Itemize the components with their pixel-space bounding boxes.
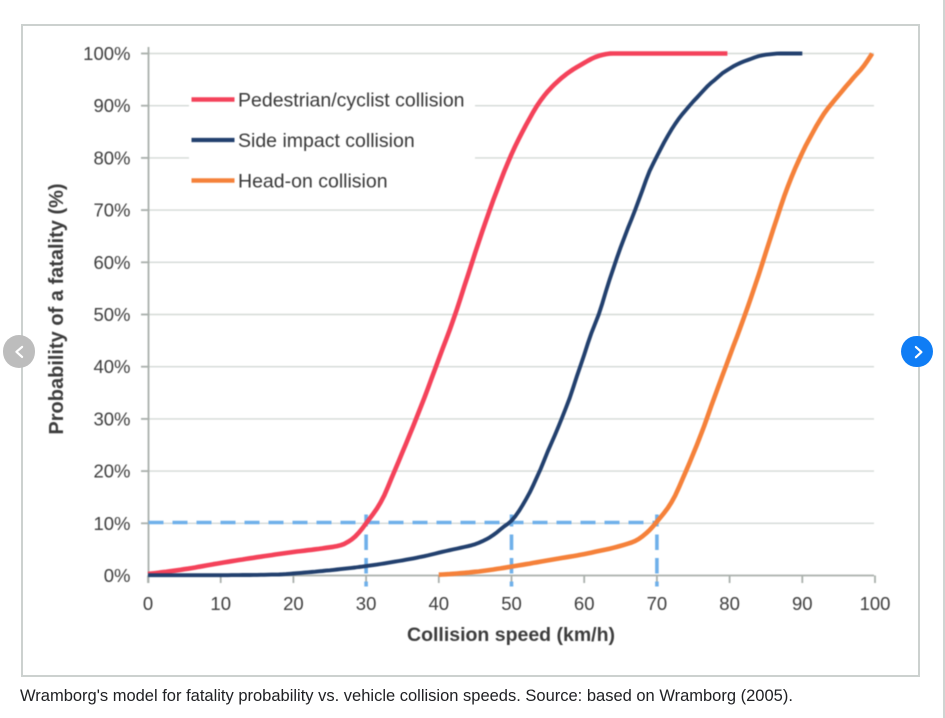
svg-text:80: 80 [719, 593, 740, 614]
svg-text:Side impact collision: Side impact collision [238, 130, 415, 152]
svg-text:30: 30 [356, 593, 377, 614]
svg-text:10%: 10% [93, 513, 130, 534]
svg-text:Head-on collision: Head-on collision [238, 171, 388, 193]
svg-text:60: 60 [574, 593, 595, 614]
svg-text:50: 50 [501, 593, 522, 614]
svg-text:80%: 80% [93, 147, 130, 168]
svg-text:90%: 90% [93, 95, 130, 116]
svg-text:20%: 20% [93, 461, 130, 482]
svg-text:Collision speed (km/h): Collision speed (km/h) [407, 624, 615, 646]
svg-text:70: 70 [647, 593, 668, 614]
svg-text:40%: 40% [93, 356, 130, 377]
svg-text:100: 100 [860, 593, 891, 614]
svg-text:100%: 100% [83, 43, 130, 64]
svg-text:30%: 30% [93, 408, 130, 429]
svg-text:10: 10 [210, 593, 231, 614]
svg-text:0: 0 [143, 593, 153, 614]
svg-text:60%: 60% [93, 252, 130, 273]
svg-text:Probability of a fatality (%): Probability of a fatality (%) [46, 183, 68, 434]
svg-text:50%: 50% [93, 304, 130, 325]
svg-text:20: 20 [283, 593, 304, 614]
svg-text:40: 40 [429, 593, 450, 614]
svg-text:70%: 70% [93, 200, 130, 221]
svg-text:90: 90 [792, 593, 813, 614]
svg-text:0%: 0% [104, 565, 131, 586]
svg-text:Pedestrian/cyclist collision: Pedestrian/cyclist collision [238, 90, 465, 112]
